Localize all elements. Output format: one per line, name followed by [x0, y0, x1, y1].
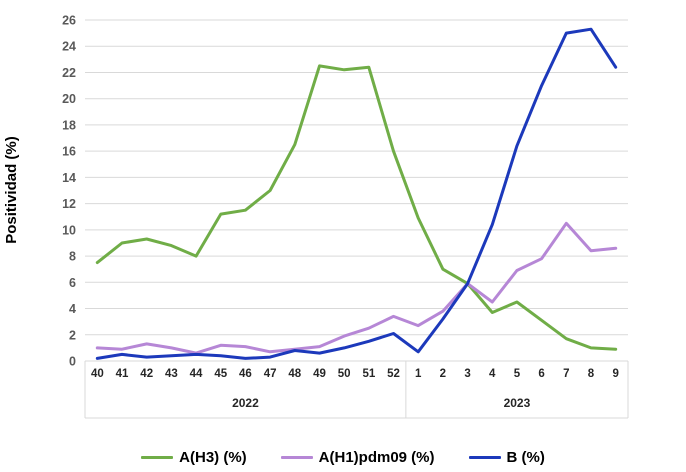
series-line-a-h1-pdm09-	[95, 221, 618, 355]
y-tick-label: 22	[62, 66, 76, 80]
x-tick-label: 1	[415, 368, 422, 380]
legend-item-ah3: A(H3) (%)	[141, 449, 247, 466]
x-tick-label: 5	[514, 368, 521, 380]
x-tick-label: 4	[489, 368, 496, 380]
y-tick-label: 6	[69, 276, 76, 290]
x-tick-label: 9	[612, 368, 618, 380]
legend-item-b: B (%)	[468, 449, 545, 466]
x-tick-label: 45	[214, 368, 227, 380]
x-tick-label: 48	[288, 368, 301, 380]
x-tick-label: 6	[538, 368, 544, 380]
x-tick-label: 50	[338, 368, 351, 380]
plot-area: Positividad (%) 024681012141618202224264…	[3, 14, 629, 419]
x-tick-label: 49	[313, 368, 326, 380]
x-tick-label: 2	[440, 368, 446, 380]
series-line-a-h3-	[95, 64, 618, 351]
y-tick-label: 0	[69, 355, 76, 369]
x-tick-label: 52	[387, 368, 400, 380]
y-axis-title: Positividad (%)	[3, 136, 20, 244]
y-tick-label: 20	[62, 92, 76, 106]
series-line-b-	[95, 27, 618, 360]
y-tick-label: 8	[69, 250, 76, 264]
legend-label-ah3: A(H3) (%)	[179, 449, 247, 466]
x-tick-label: 8	[588, 368, 595, 380]
x-tick-label: 41	[116, 368, 129, 380]
x-tick-label: 46	[239, 368, 252, 380]
legend-swatch-ah1pdm09-icon	[280, 456, 313, 459]
legend: A(H3) (%) A(H1)pdm09 (%) B (%)	[0, 449, 686, 466]
x-tick-label: 3	[464, 368, 470, 380]
legend-swatch-b-icon	[468, 456, 501, 459]
y-tick-label: 16	[62, 145, 76, 159]
y-tick-label: 26	[62, 14, 76, 28]
y-tick-label: 2	[69, 328, 76, 342]
y-tick-label: 24	[62, 40, 76, 54]
legend-item-ah1pdm09: A(H1)pdm09 (%)	[280, 449, 435, 466]
y-tick-label: 10	[62, 223, 76, 237]
legend-label-b: B (%)	[506, 449, 545, 466]
x-tick-label: 42	[140, 368, 153, 380]
x-tick-label: 47	[264, 368, 277, 380]
y-tick-label: 4	[69, 302, 76, 316]
legend-label-ah1pdm09: A(H1)pdm09 (%)	[318, 449, 435, 466]
year-label: 2022	[232, 396, 259, 410]
x-tick-label: 51	[362, 368, 375, 380]
x-tick-label: 7	[563, 368, 569, 380]
y-tick-label: 18	[62, 118, 76, 132]
x-tick-label: 43	[165, 368, 178, 380]
year-label: 2023	[504, 396, 531, 410]
legend-swatch-ah3-icon	[141, 456, 174, 459]
x-tick-label: 40	[91, 368, 104, 380]
x-tick-label: 44	[190, 368, 203, 380]
y-tick-label: 12	[62, 197, 76, 211]
y-tick-label: 14	[62, 171, 76, 185]
